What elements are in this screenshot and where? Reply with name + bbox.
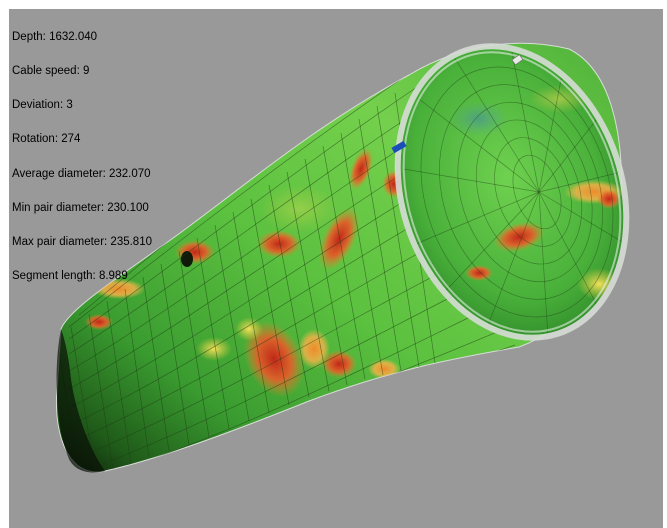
segment-length-readout: Segment length: 8.989 xyxy=(12,270,128,283)
pipe-shadow-edge xyxy=(56,329,105,473)
max-pair-diameter-readout: Max pair diameter: 235.810 xyxy=(12,236,152,249)
blue-marker-icon xyxy=(391,140,407,154)
pipe-end-rim xyxy=(394,43,630,341)
depth-readout: Depth: 1632.040 xyxy=(12,30,98,43)
deviation-readout: Deviation: 3 xyxy=(12,99,73,112)
pipe-end-rim-inner xyxy=(402,51,622,333)
rotation-readout: Rotation: 274 xyxy=(12,133,81,146)
3d-pipe-viewport[interactable]: Depth: 1632.040 Cable speed: 9 Deviation… xyxy=(9,9,663,528)
average-diameter-readout: Average diameter: 232.070 xyxy=(12,167,151,180)
min-pair-diameter-readout: Min pair diameter: 230.100 xyxy=(12,201,149,214)
cable-speed-readout: Cable speed: 9 xyxy=(12,65,90,78)
pipe-3d-model-icon[interactable] xyxy=(9,9,663,528)
probe-marker-icon[interactable] xyxy=(511,54,524,66)
measurement-readout: Depth: 1632.040 Cable speed: 9 Deviation… xyxy=(12,9,152,306)
